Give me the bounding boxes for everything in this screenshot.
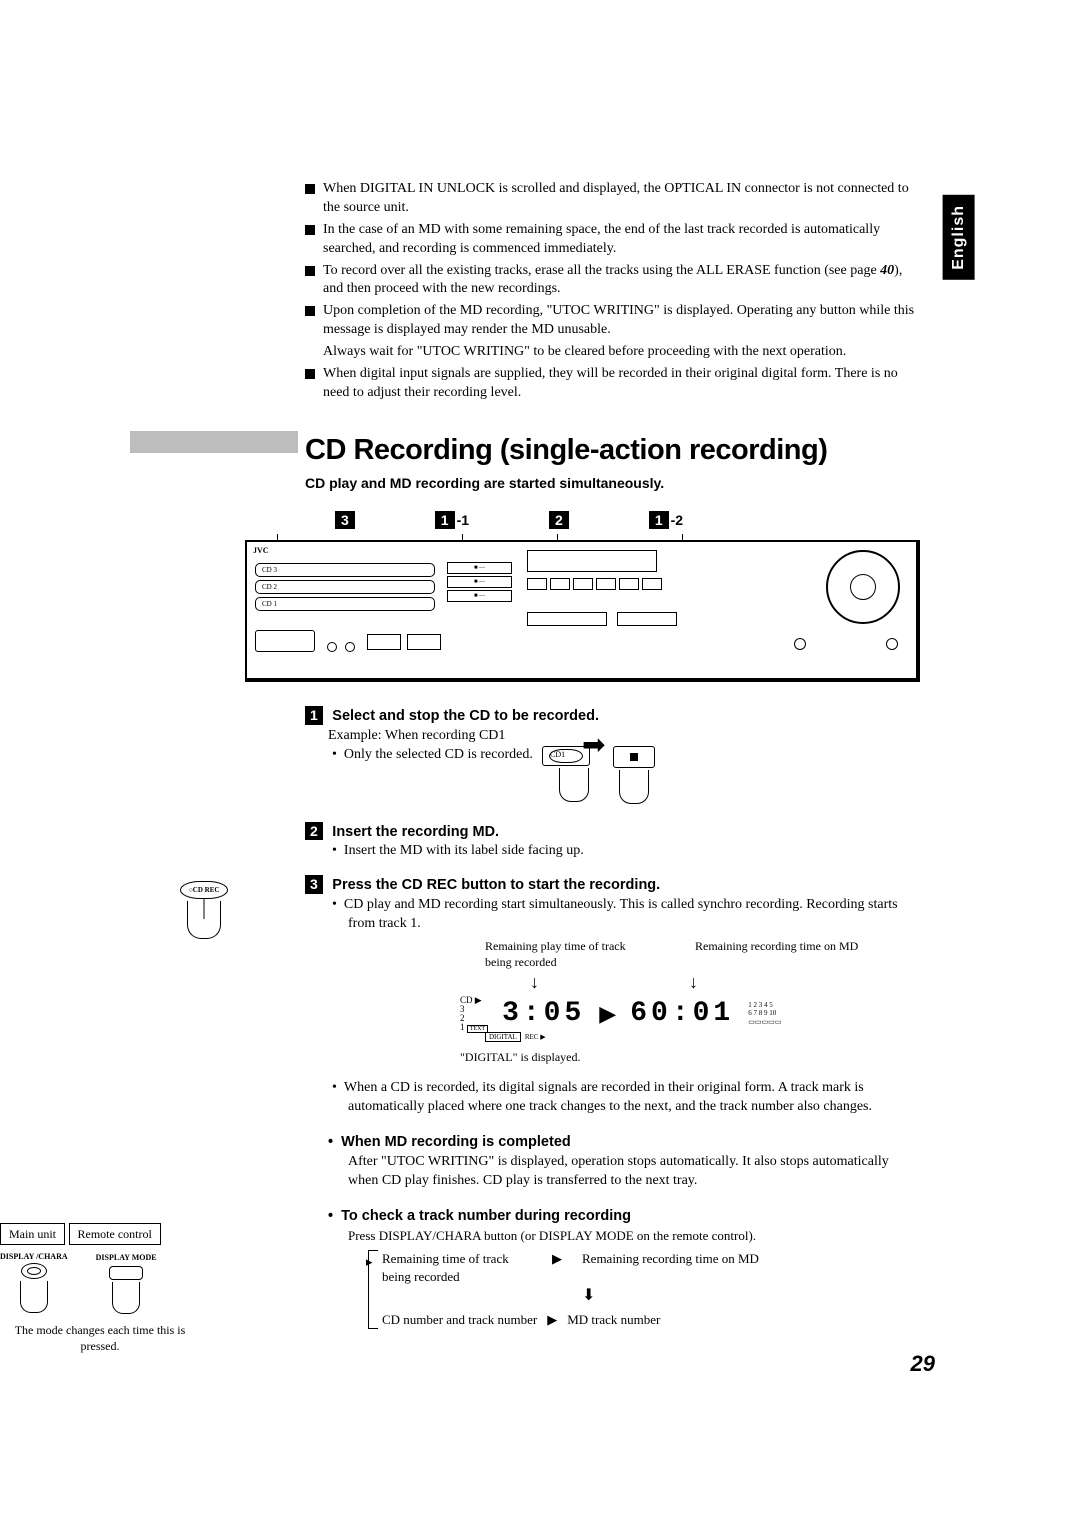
callout-number: 1 bbox=[435, 511, 455, 529]
display-labels: Remaining play time of track being recor… bbox=[485, 938, 960, 970]
step-3: 3 Press the CD REC button to start the r… bbox=[305, 875, 920, 896]
step-bullet: • When a CD is recorded, its digital sig… bbox=[328, 1079, 920, 1117]
subsection-body: After "UTOC WRITING" is displayed, opera… bbox=[348, 1153, 920, 1191]
step-example: Example: When recording CD1 bbox=[328, 727, 920, 746]
note-text: When DIGITAL IN UNLOCK is scrolled and d… bbox=[323, 180, 920, 218]
device-diagram: JVC CD 3 CD 2 CD 1 ■ — ■ — ■ — bbox=[245, 540, 920, 682]
step-2: 2 Insert the recording MD. bbox=[305, 822, 920, 843]
notes-list: When DIGITAL IN UNLOCK is scrolled and d… bbox=[305, 180, 920, 340]
page-subtitle: CD play and MD recording are started sim… bbox=[305, 474, 960, 493]
note-text: Upon completion of the MD recording, "UT… bbox=[323, 302, 920, 340]
control-diagram: Main unit Remote control DISPLAY /CHARA … bbox=[0, 1223, 200, 1354]
note-continuation: Always wait for "UTOC WRITING" to be cle… bbox=[323, 343, 920, 362]
language-tab: English bbox=[943, 195, 975, 280]
callout-number: 3 bbox=[335, 511, 355, 529]
step-heading: Insert the recording MD. bbox=[332, 824, 499, 840]
bullet-icon bbox=[305, 369, 315, 379]
step-bullet: • Insert the MD with its label side faci… bbox=[328, 842, 920, 861]
subsection-body: Press DISPLAY/CHARA button (or DISPLAY M… bbox=[348, 1227, 920, 1245]
stop-button-diagram bbox=[613, 746, 655, 804]
remote-label: Remote control bbox=[69, 1223, 161, 1245]
step-number: 3 bbox=[305, 875, 323, 894]
down-arrow-icon: ↓ bbox=[530, 970, 539, 994]
callout-number: 2 bbox=[549, 511, 569, 529]
subsection-check: • To check a track number during recordi… bbox=[328, 1207, 920, 1227]
display-cycle: ▸ Remaining time of track being recorded… bbox=[368, 1250, 960, 1328]
step-heading: Select and stop the CD to be recorded. bbox=[332, 708, 599, 724]
step-bullet: • Only the selected CD is recorded. CD1 … bbox=[328, 746, 920, 804]
digital-note: "DIGITAL" is displayed. bbox=[460, 1049, 960, 1065]
page-title: CD Recording (single-action recording) bbox=[305, 431, 960, 470]
bullet-icon bbox=[305, 184, 315, 194]
step-heading: Press the CD REC button to start the rec… bbox=[332, 877, 660, 893]
callout-number: 1 bbox=[649, 511, 669, 529]
step-1: 1 Select and stop the CD to be recorded. bbox=[305, 706, 920, 727]
down-arrow-icon: ↓ bbox=[689, 970, 698, 994]
callout-row: 3 1-1 2 1-2 bbox=[305, 511, 960, 532]
note-text: When digital input signals are supplied,… bbox=[323, 365, 920, 403]
page-ref: 40 bbox=[880, 263, 894, 278]
bullet-icon bbox=[305, 225, 315, 235]
heading-bar bbox=[130, 431, 298, 453]
bullet-icon bbox=[305, 306, 315, 316]
note-text: In the case of an MD with some remaining… bbox=[323, 221, 920, 259]
main-unit-label: Main unit bbox=[0, 1223, 65, 1245]
note-text: To record over all the existing tracks, … bbox=[323, 262, 920, 300]
step-bullet: • CD play and MD recording start simulta… bbox=[328, 896, 920, 934]
bullet-icon bbox=[305, 266, 315, 276]
step-number: 2 bbox=[305, 822, 323, 841]
step-number: 1 bbox=[305, 706, 323, 725]
lcd-display: CD ▶321 TEXT 3:05 ▶ 60:01 1 2 3 4 56 7 8… bbox=[460, 995, 960, 1033]
page-number: 29 bbox=[130, 1349, 935, 1379]
cd-rec-button-diagram: ○ CD REC bbox=[180, 881, 228, 939]
subsection-complete: • When MD recording is completed bbox=[328, 1133, 920, 1153]
